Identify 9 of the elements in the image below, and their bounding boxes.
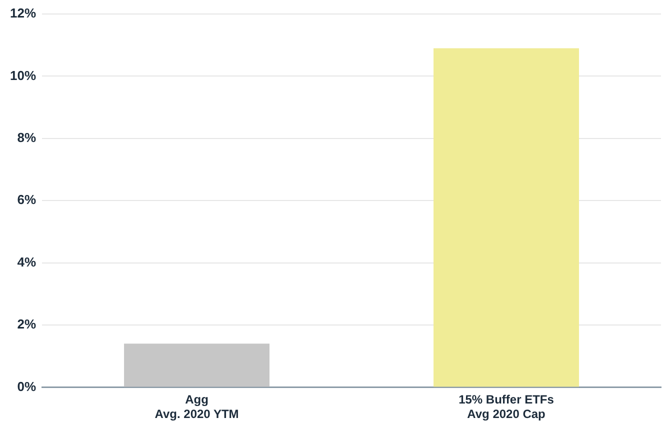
y-tick-label: 10%	[10, 68, 36, 83]
x-tick-label: Agg Avg. 2020 YTM	[154, 392, 239, 422]
y-tick-label: 0%	[17, 378, 36, 394]
y-tick-label: 12%	[10, 6, 36, 21]
y-tick-label: 4%	[17, 254, 36, 270]
y-tick-label: 6%	[17, 192, 36, 208]
y-tick-label: 8%	[17, 130, 36, 145]
y-tick-label: 2%	[17, 316, 36, 332]
x-tick-label: 15% Buffer ETFs Avg 2020 Cap	[458, 392, 554, 422]
